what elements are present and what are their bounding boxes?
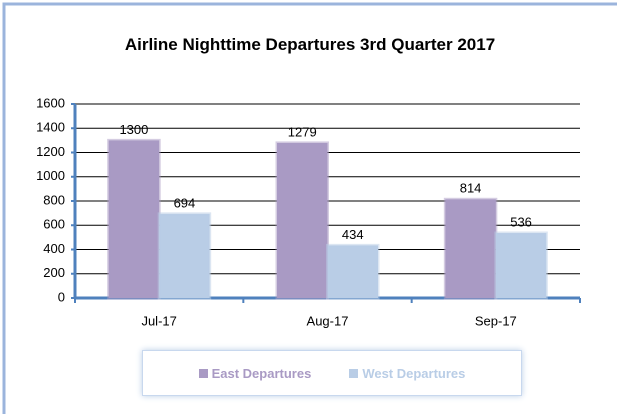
y-tick-label: 0 xyxy=(58,289,65,304)
legend-label: East Departures xyxy=(211,365,312,381)
bar xyxy=(157,212,212,300)
legend-swatch xyxy=(349,368,359,378)
legend-swatch xyxy=(198,368,208,378)
chart-title: Airline Nighttime Departures 3rd Quarter… xyxy=(124,35,496,54)
legend: East Departures West Departures xyxy=(142,350,522,396)
bar xyxy=(494,231,548,300)
x-tick-label: Aug-17 xyxy=(307,313,349,328)
y-tick-label: 1000 xyxy=(36,168,65,183)
y-tick-label: 600 xyxy=(43,217,65,232)
y-tick-label: 1600 xyxy=(36,95,65,110)
data-label: 694 xyxy=(174,195,196,210)
x-tick-label: Jul-17 xyxy=(141,313,176,328)
bar xyxy=(443,197,498,300)
y-tick-label: 200 xyxy=(43,265,65,280)
y-tick-label: 1200 xyxy=(36,144,65,159)
data-label: 814 xyxy=(460,181,482,196)
data-label: 1279 xyxy=(288,124,317,139)
y-tick-label: 1400 xyxy=(36,120,65,135)
data-label: 434 xyxy=(342,227,364,242)
data-label: 1300 xyxy=(119,122,148,137)
bar xyxy=(275,141,329,300)
y-tick-label: 800 xyxy=(43,192,65,207)
x-tick-label: Sep-17 xyxy=(475,313,517,328)
y-tick-label: 400 xyxy=(43,241,65,256)
legend-entry: East Departures xyxy=(198,365,312,381)
data-label: 536 xyxy=(510,214,532,229)
legend-label: West Departures xyxy=(362,365,466,381)
bar xyxy=(107,138,161,300)
legend-entry: West Departures xyxy=(349,366,465,381)
bar xyxy=(326,243,380,300)
